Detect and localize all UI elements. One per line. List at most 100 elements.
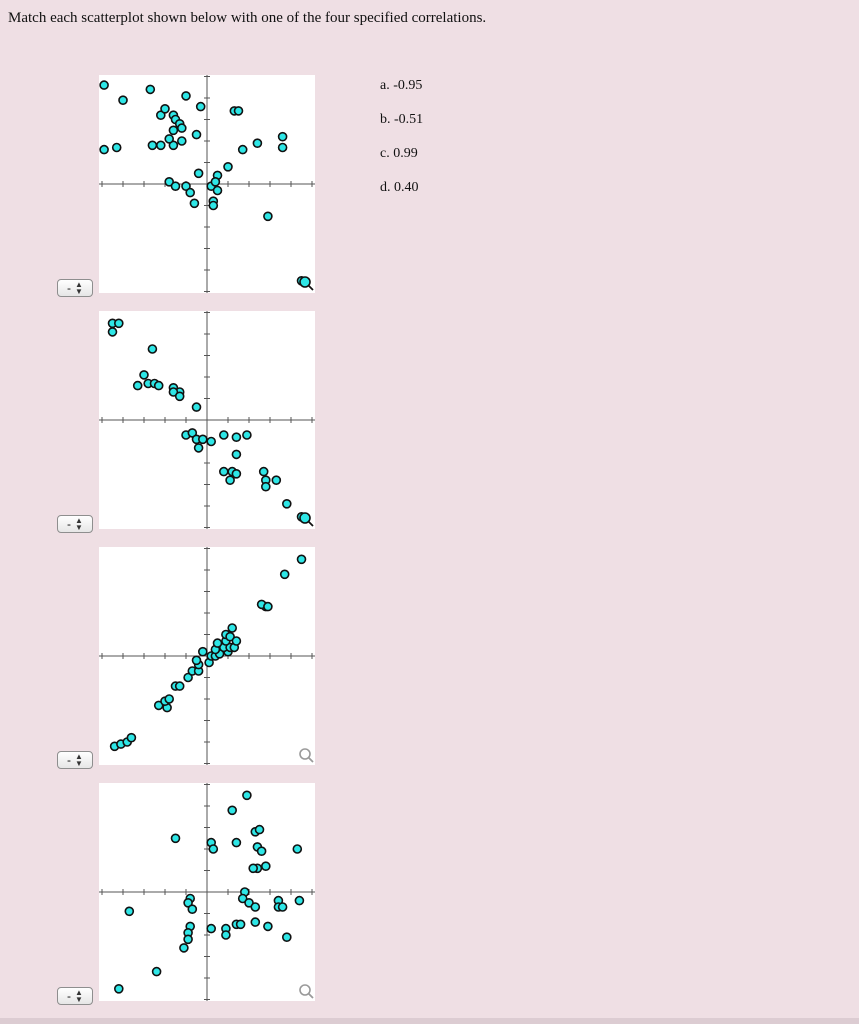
scatter-point <box>147 140 158 151</box>
scatter-point <box>208 200 219 211</box>
scatterplot-4-svg <box>99 783 315 1001</box>
scatter-point <box>183 898 193 908</box>
scatter-point <box>113 318 124 329</box>
scatter-point <box>208 844 219 854</box>
scatter-point <box>107 327 118 337</box>
scatter-point <box>206 436 216 447</box>
answer-select-3[interactable]: - ▲ ▼ <box>57 751 93 769</box>
scatter-point <box>170 181 181 191</box>
scatter-point <box>181 181 191 191</box>
scatter-point <box>151 966 162 977</box>
scatter-point <box>189 198 200 209</box>
scatter-point <box>164 694 174 704</box>
option-c: c. 0.99 <box>380 146 423 180</box>
instruction-text: Match each scatterplot shown below with … <box>8 10 487 26</box>
scatter-point <box>145 84 156 95</box>
scatter-point <box>155 140 166 151</box>
scatterplot-4 <box>99 783 315 1001</box>
scatter-point <box>113 984 124 994</box>
scatter-point <box>254 824 265 835</box>
scatter-point <box>191 402 202 412</box>
scatter-point <box>294 895 305 906</box>
scatter-point <box>187 428 198 438</box>
scatter-point <box>164 134 174 144</box>
option-label: b. <box>380 112 391 127</box>
scatter-point <box>279 569 290 580</box>
scatter-point <box>237 893 248 904</box>
scatter-point <box>187 904 198 914</box>
scatter-point <box>221 930 231 940</box>
scatter-point <box>277 902 288 912</box>
scatter-point <box>271 475 282 485</box>
magnifier-icon[interactable] <box>299 984 314 999</box>
scatter-point <box>231 449 242 460</box>
scatter-point <box>164 177 174 187</box>
scatter-point <box>177 136 187 146</box>
scatter-point <box>168 125 179 136</box>
option-b: b. -0.51 <box>380 112 423 146</box>
scatter-point <box>174 681 185 691</box>
scatter-point <box>212 185 223 196</box>
scatter-point <box>235 919 246 930</box>
scatter-point <box>170 833 181 844</box>
scatter-point <box>219 430 229 440</box>
scatter-point <box>168 387 179 397</box>
magnifier-icon[interactable] <box>299 512 314 527</box>
option-label: a. <box>380 78 390 93</box>
scatter-point <box>225 631 235 642</box>
scatter-point <box>250 902 261 912</box>
scatter-point <box>242 430 252 440</box>
scatter-point <box>231 636 242 646</box>
option-label: c. <box>380 146 390 161</box>
scatter-point <box>210 177 221 187</box>
scatter-point <box>252 138 263 148</box>
scatter-point <box>177 123 187 133</box>
option-a: a. -0.95 <box>380 78 423 112</box>
scatter-point <box>242 790 252 801</box>
scatter-point <box>263 601 273 612</box>
scatter-point <box>258 466 269 477</box>
scatter-point <box>132 380 143 391</box>
answer-select-2[interactable]: - ▲ ▼ <box>57 515 93 533</box>
scatter-point <box>282 499 292 509</box>
scatterplot-3-svg <box>99 547 315 765</box>
scatter-point <box>263 211 273 222</box>
scatter-point <box>227 623 237 633</box>
scatter-point <box>153 380 164 391</box>
answer-select-value: - <box>67 281 72 295</box>
scatterplot-2-svg <box>99 311 315 529</box>
scatter-point <box>118 95 128 106</box>
scatter-point <box>219 466 229 477</box>
magnifier-icon[interactable] <box>299 748 314 763</box>
magnifier-icon[interactable] <box>299 276 314 291</box>
scatter-point <box>168 140 179 151</box>
scatter-point <box>160 103 170 114</box>
scatter-point <box>292 844 303 854</box>
answer-select-value: - <box>67 753 72 767</box>
option-value: 0.99 <box>393 146 418 161</box>
option-value: -0.95 <box>393 78 423 93</box>
scatter-point <box>124 906 135 917</box>
scatter-point <box>191 129 202 140</box>
up-down-arrows-icon: ▲ ▼ <box>75 988 83 1004</box>
scatter-point <box>296 554 307 565</box>
option-value: -0.51 <box>394 112 424 127</box>
scatter-point <box>277 131 288 142</box>
scatter-point <box>155 110 166 121</box>
scatter-point <box>185 187 195 198</box>
scatter-point <box>282 932 292 942</box>
scatter-point <box>183 672 193 683</box>
scatter-point <box>248 863 258 874</box>
scatter-point <box>99 80 109 90</box>
scatter-point <box>195 101 206 112</box>
answer-select-4[interactable]: - ▲ ▼ <box>57 987 93 1005</box>
option-label: d. <box>380 180 391 195</box>
scatter-point <box>198 646 208 657</box>
scatter-point <box>227 805 237 816</box>
scatter-point <box>126 732 137 743</box>
scatterplot-1 <box>99 75 315 293</box>
scatter-point <box>179 943 189 953</box>
scatter-point <box>231 469 242 479</box>
answer-select-1[interactable]: - ▲ ▼ <box>57 279 93 297</box>
option-d: d. 0.40 <box>380 180 423 214</box>
